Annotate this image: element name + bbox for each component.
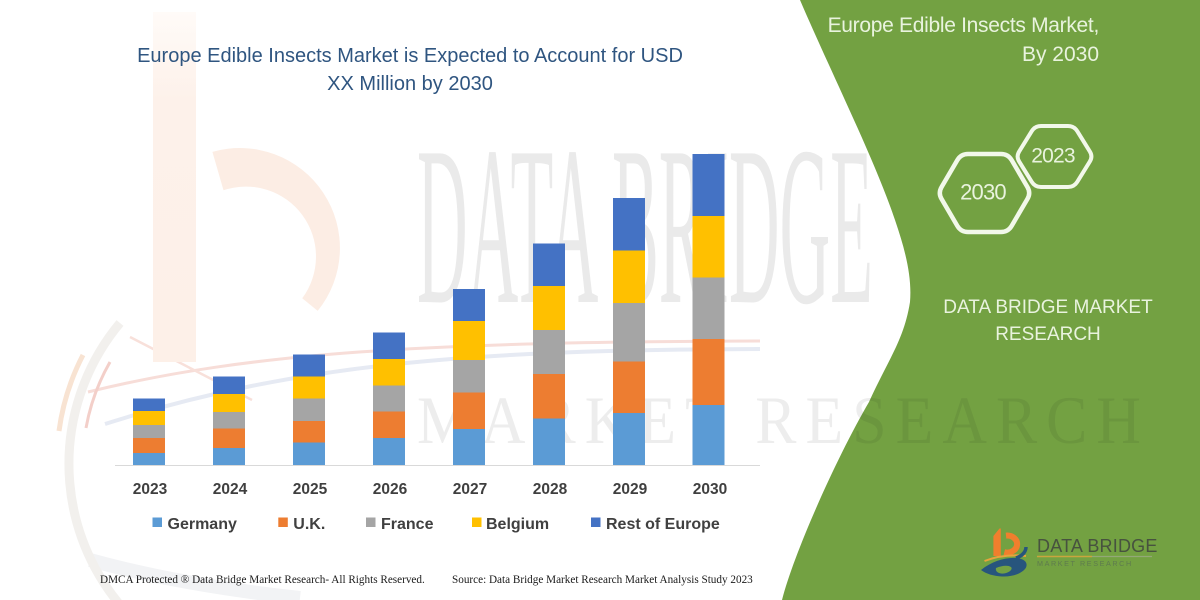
svg-text:2025: 2025 — [293, 481, 328, 498]
svg-text:Germany: Germany — [168, 516, 237, 533]
svg-text:2026: 2026 — [373, 481, 408, 498]
svg-text:XX Million by 2030: XX Million by 2030 — [327, 73, 493, 95]
svg-text:DATA BRIDGE MARKET: DATA BRIDGE MARKET — [943, 297, 1153, 318]
svg-text:Belgium: Belgium — [486, 516, 549, 533]
svg-text:RESEARCH: RESEARCH — [995, 324, 1101, 345]
svg-text:France: France — [381, 516, 434, 533]
svg-text:2023: 2023 — [1031, 145, 1075, 168]
svg-text:2029: 2029 — [613, 481, 648, 498]
svg-text:2028: 2028 — [533, 481, 568, 498]
svg-text:MARKET RESEARCH: MARKET RESEARCH — [417, 382, 1150, 458]
svg-text:2023: 2023 — [133, 481, 168, 498]
svg-text:U.K.: U.K. — [293, 516, 325, 533]
svg-text:2030: 2030 — [693, 481, 727, 498]
svg-text:2027: 2027 — [453, 481, 487, 498]
svg-text:2030: 2030 — [960, 180, 1006, 205]
svg-text:2024: 2024 — [213, 481, 248, 498]
svg-text:Rest of Europe: Rest of Europe — [606, 516, 720, 533]
svg-text:Source: Data Bridge Market Res: Source: Data Bridge Market Research Mark… — [452, 574, 753, 586]
svg-text:MARKET RESEARCH: MARKET RESEARCH — [1037, 559, 1133, 568]
svg-text:Europe Edible Insects Market,: Europe Edible Insects Market, — [828, 14, 1099, 37]
svg-text:DATA BRIDGE: DATA BRIDGE — [1037, 536, 1158, 556]
svg-text:Europe Edible Insects Market i: Europe Edible Insects Market is Expected… — [137, 45, 683, 67]
svg-text:By 2030: By 2030 — [1022, 43, 1099, 66]
svg-text:DMCA Protected ® Data Bridge M: DMCA Protected ® Data Bridge Market Rese… — [100, 574, 425, 586]
